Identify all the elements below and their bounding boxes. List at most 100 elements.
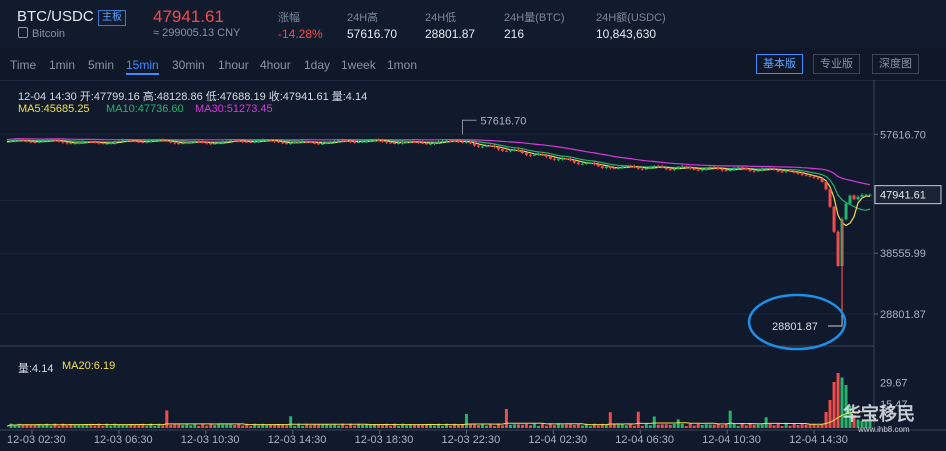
volume-bar [285,425,289,428]
volume-bar [161,425,165,428]
volume-bar [381,425,385,428]
volume-bar [484,425,488,428]
time-tick-label: 12-03 06:30 [94,434,153,446]
volume-bar [628,423,632,428]
volume-ma20-line [6,410,871,427]
volume-bar [101,426,105,428]
timeframe-1hour[interactable]: 1hour [218,58,249,72]
volume-bar [840,377,844,428]
candle-body [500,149,504,151]
candle-body [860,194,864,197]
volume-bar [836,373,840,428]
volume-bar [385,423,389,428]
volume-bar [437,423,440,428]
volume-bar [692,425,696,428]
candle-body [177,143,181,145]
candle-body [181,143,185,145]
ma20-readout: MA20:6.19 [62,360,116,372]
candle-body [37,141,41,143]
volume-bar [117,425,121,428]
view-basic-button[interactable]: 基本版 [756,54,803,74]
candle-body [848,195,852,204]
volume-bar [676,419,680,428]
candle-body [61,141,65,143]
timeframe-1day[interactable]: 1day [304,58,331,72]
volume-bar [724,423,728,428]
candle-body [720,168,724,171]
volume-bar [544,425,548,428]
timeframe-30min[interactable]: 30min [172,58,205,72]
candle-body [780,171,784,173]
volume-bar [696,423,700,428]
timeframe-5min[interactable]: 5min [88,58,115,72]
candle-body [712,167,716,169]
view-depth-button[interactable]: 深度图 [872,54,919,74]
candle-body [508,150,512,152]
candle-body [169,141,173,143]
volume-bar [73,424,77,428]
candle-body [385,141,389,143]
volume-bar [81,424,85,428]
volume-bar [9,423,13,428]
timeframe-1week[interactable]: 1week [341,58,376,72]
candle-body [656,166,660,168]
stat-label: 24H低 [425,12,457,24]
view-pro-button[interactable]: 专业版 [813,54,860,74]
timeframe-4hour[interactable]: 4hour [260,58,291,72]
candle-body [129,140,133,142]
candle-body [792,171,796,173]
volume-bar [448,425,452,428]
candle-body [321,143,325,145]
candle-body [333,141,337,143]
candle-body [397,142,401,144]
candle-body [740,167,744,169]
candle-body [337,140,341,142]
candle-body [421,142,425,144]
candle-body [45,140,49,142]
candle-body [125,140,129,142]
timeframe-15min[interactable]: 15min [126,58,159,75]
candle-body [77,142,81,144]
candle-body [377,140,381,142]
volume-bar [772,425,776,428]
volume-bar [405,425,409,428]
candle-body [856,196,860,200]
timeframe-1min[interactable]: 1min [49,58,76,72]
volume-bar [249,426,253,428]
volume-bar [472,424,476,428]
volume-bar [157,423,161,428]
volume-bar [492,425,496,428]
candle-body [205,142,209,144]
volume-bar [656,424,660,428]
volume-bar [205,425,209,428]
volume-bar [245,423,249,428]
volume-bar [129,424,133,428]
volume-bar [85,424,89,428]
volume-bar [520,424,524,428]
candle-body [452,140,456,142]
timeframe-time[interactable]: Time [10,58,37,72]
volume-bar [41,425,45,428]
volume-bar [133,424,137,428]
timeframe-1mon[interactable]: 1mon [387,58,418,72]
candle-body [532,154,536,156]
volume-bar [213,425,217,428]
candle-body [824,181,828,190]
volume-bar [141,423,145,428]
candle-body [544,154,548,157]
candle-body [97,142,101,144]
volume-bar [325,424,329,428]
volume-bar [828,400,832,428]
volume-bar [732,423,736,428]
candle-body [189,141,193,143]
candle-body [245,141,249,143]
candle-body [221,141,225,143]
candle-body [153,140,157,142]
volume-bar [365,424,369,428]
volume-bar [508,424,512,428]
time-tick-label: 12-04 06:30 [615,434,674,446]
time-tick-label: 12-03 22:30 [442,434,501,446]
low-marker-line [828,314,843,327]
candle-body [69,143,73,145]
